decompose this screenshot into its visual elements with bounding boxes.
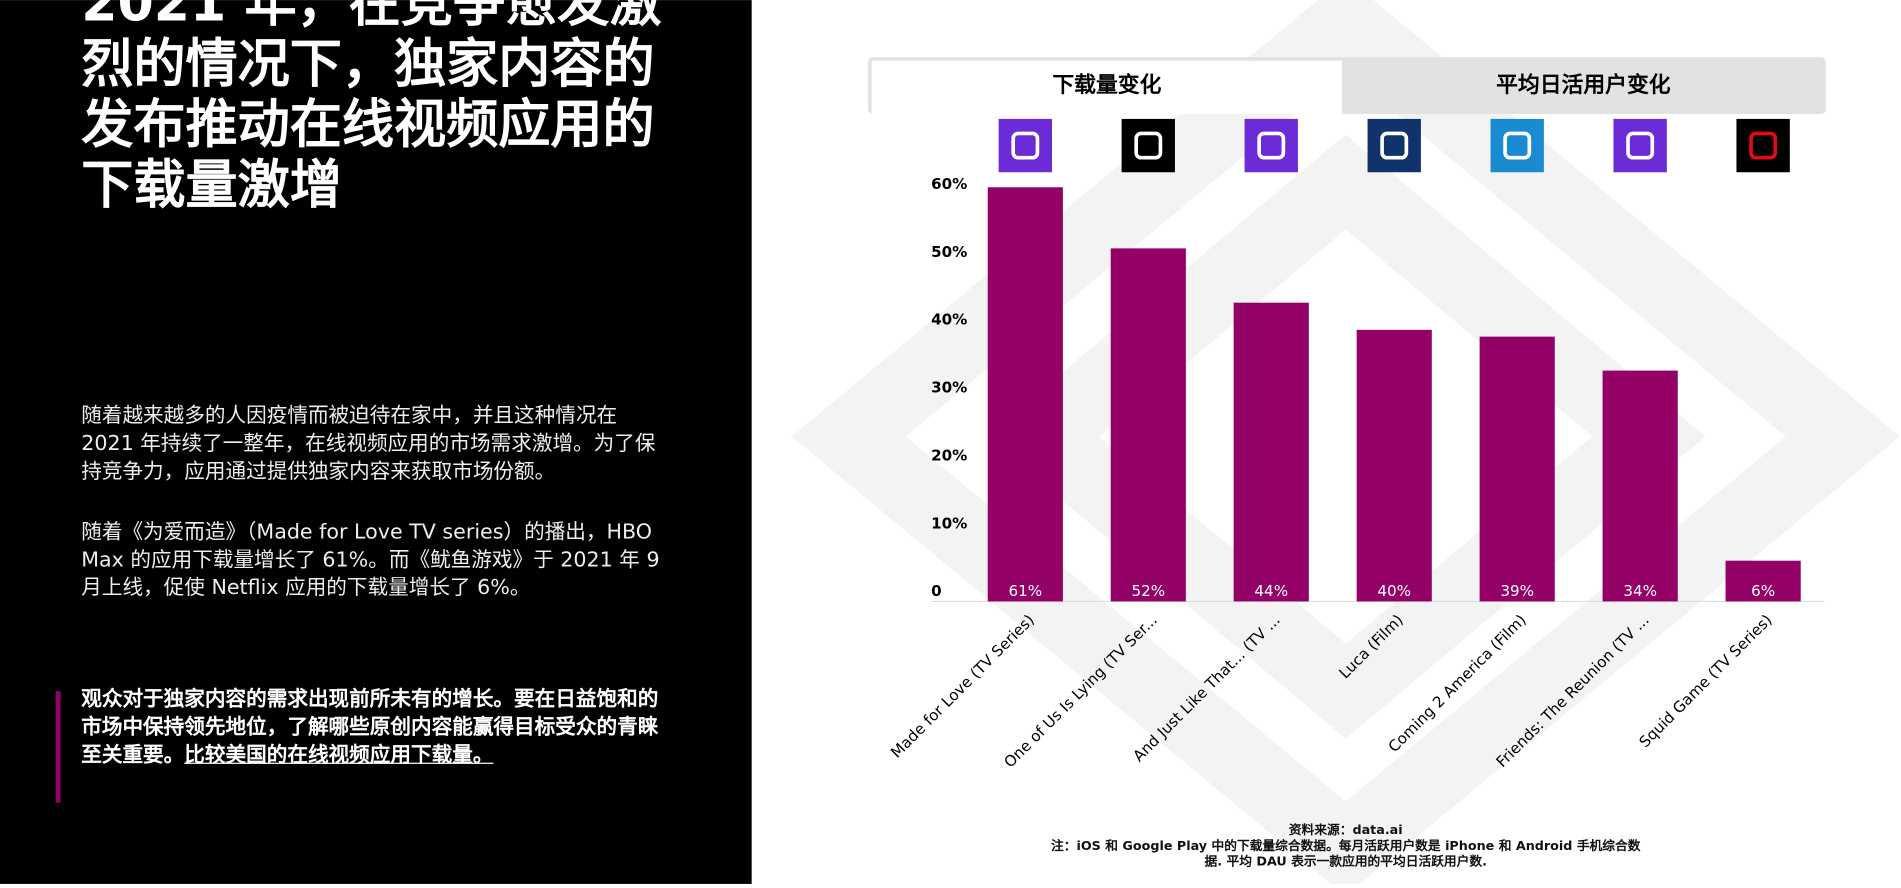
left-panel: [0, 0, 752, 884]
highlight-bar: [55, 691, 61, 803]
app-logo: [1613, 118, 1667, 173]
footer-box: 资料来源：data.ai 注：iOS 和 Google Play 中的下载量综合…: [1050, 823, 1641, 870]
link[interactable]: 比较美国的在线视频应用下载量。: [184, 743, 494, 768]
value-label: 40%: [1377, 582, 1411, 600]
app-logo-mark: [1380, 131, 1409, 160]
article-title: 2021 年，在竞争愈发激烈的情况下，独家内容的发布推动在线视频应用的下载量激增: [81, 0, 662, 216]
app-logo: [1244, 118, 1298, 173]
value-label: 61%: [1008, 582, 1042, 600]
bar: [1233, 302, 1309, 602]
bar: [1602, 370, 1678, 602]
title-box: 2021 年，在竞争愈发激烈的情况下，独家内容的发布推动在线视频应用的下载量激增: [81, 0, 662, 216]
y-tick-label: 10%: [931, 514, 967, 532]
app-logo: [1490, 118, 1544, 173]
app-logo: [1367, 118, 1421, 173]
app-logo-mark: [1011, 131, 1040, 160]
value-label: 39%: [1500, 582, 1534, 600]
app-logo-mark: [1134, 131, 1163, 160]
bar: [1479, 336, 1555, 602]
tab-active[interactable]: [871, 60, 1343, 115]
y-tick-label: 60%: [931, 175, 967, 193]
app-logo-mark: [1257, 131, 1286, 160]
y-tick-label: 50%: [931, 243, 967, 261]
y-tick-label: 30%: [931, 379, 967, 397]
tab-label[interactable]: 平均日活用户变化: [1496, 72, 1671, 98]
app-logo-mark: [1626, 131, 1655, 160]
bar: [987, 187, 1063, 602]
tab-label[interactable]: 下载量变化: [1052, 72, 1161, 98]
source: 资料来源：data.ai: [1288, 823, 1403, 838]
value-label: 6%: [1751, 582, 1775, 600]
bar: [1725, 560, 1801, 602]
app-logo: [1121, 118, 1175, 173]
value-label: 34%: [1623, 582, 1657, 600]
bar: [1356, 329, 1432, 602]
bar: [1110, 248, 1186, 602]
app-logo-mark: [1749, 131, 1778, 160]
y-tick-label: 40%: [931, 311, 967, 329]
y-tick-label: 0: [931, 582, 942, 600]
value-label: 44%: [1254, 582, 1288, 600]
highlight-box: 观众对于独家内容的需求出现前所未有的增长。要在日益饱和的市场中保持领先地位，了解…: [81, 687, 659, 768]
y-tick-label: 20%: [931, 446, 967, 464]
value-label: 52%: [1131, 582, 1165, 600]
app-logo: [1736, 118, 1790, 173]
paragraph: 随着越来越多的人因疫情而被迫待在家中，并且这种情况在 2021 年持续了一整年，…: [81, 403, 656, 484]
highlight: 观众对于独家内容的需求出现前所未有的增长。要在日益饱和的市场中保持领先地位，了解…: [81, 687, 659, 768]
x-tick-label: Made for Love (TV Series): [887, 611, 1038, 762]
app-logo-mark: [1503, 131, 1532, 160]
paragraph: 随着《为爱而造》（Made for Love TV series）的播出，HBO…: [81, 520, 660, 601]
note: 注：iOS 和 Google Play 中的下载量综合数据。每月活跃用户数是 i…: [1050, 839, 1641, 870]
logos: [998, 118, 1790, 173]
app-logo: [998, 118, 1052, 173]
body-box: 随着越来越多的人因疫情而被迫待在家中，并且这种情况在 2021 年持续了一整年，…: [81, 403, 660, 601]
